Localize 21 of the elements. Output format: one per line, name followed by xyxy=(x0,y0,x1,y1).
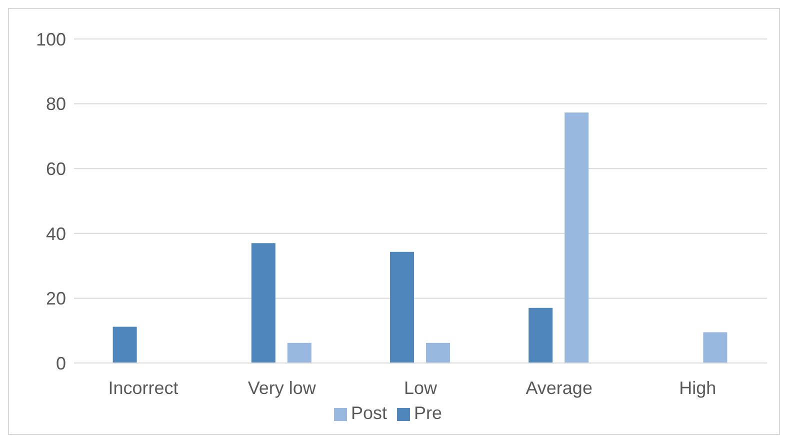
bar xyxy=(112,326,137,363)
x-tick-label: Very low xyxy=(248,378,317,398)
y-tick-label: 60 xyxy=(46,158,66,179)
legend-label: Post xyxy=(350,403,387,423)
bar xyxy=(426,342,450,363)
bar xyxy=(564,112,589,363)
y-tick-label: 100 xyxy=(36,29,66,50)
x-tick-label: Average xyxy=(526,378,592,398)
y-tick-label: 80 xyxy=(46,94,66,114)
bar xyxy=(251,243,276,363)
bar xyxy=(287,342,312,363)
y-tick-label: 40 xyxy=(46,224,66,244)
bar xyxy=(390,252,414,363)
x-tick-label: Incorrect xyxy=(108,378,178,398)
y-tick-label: 20 xyxy=(46,288,66,309)
bar xyxy=(703,332,728,363)
x-tick-label: Low xyxy=(404,378,438,398)
y-tick-label: 0 xyxy=(56,353,66,374)
x-tick-label: High xyxy=(679,378,716,398)
legend-label: Pre xyxy=(414,403,442,423)
bar xyxy=(528,308,553,363)
